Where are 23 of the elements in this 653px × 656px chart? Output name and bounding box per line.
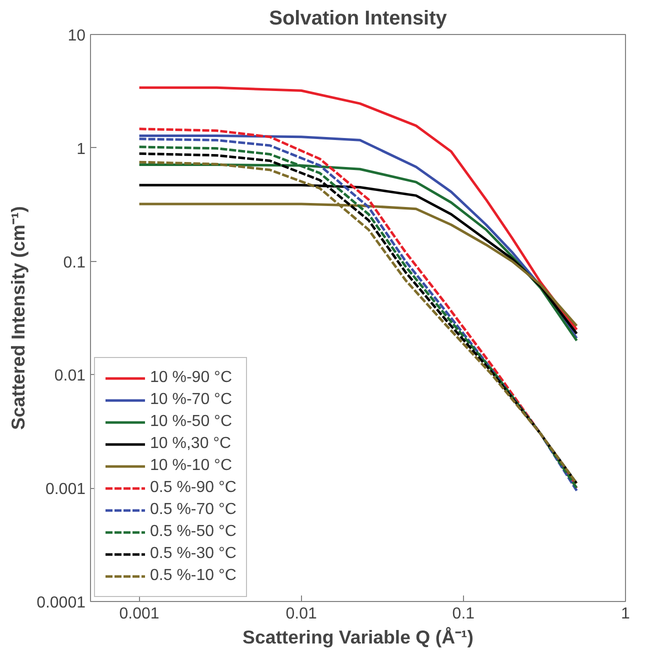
legend-label: 10 %,30 °C <box>150 435 232 453</box>
x-tick-label: 1 <box>621 606 630 622</box>
legend-label: 10 %-10 °C <box>150 457 232 475</box>
x-tick-label: 0.01 <box>286 606 318 622</box>
legend-label: 0.5 %-50 °C <box>150 523 236 541</box>
x-axis-title: Scattering Variable Q (Å⁻¹) <box>242 626 474 648</box>
legend-label: 0.5 %-30 °C <box>150 545 236 563</box>
legend-label: 0.5 %-10 °C <box>150 567 236 585</box>
x-tick-label: 0.001 <box>119 606 160 622</box>
y-tick-label: 0.01 <box>54 368 86 385</box>
legend-label: 0.5 %-70 °C <box>150 501 236 519</box>
y-tick-label: 0.0001 <box>36 594 86 612</box>
legend-label: 0.5 %-90 °C <box>150 479 236 497</box>
y-tick-label: 0.001 <box>45 481 86 498</box>
legend-label: 10 %-50 °C <box>150 413 232 431</box>
y-tick-label: 1 <box>76 140 86 158</box>
y-tick-label: 0.1 <box>63 254 86 272</box>
legend-label: 10 %-70 °C <box>150 391 232 409</box>
y-tick-label: 10 <box>68 28 86 44</box>
x-tick-label: 0.1 <box>452 606 475 622</box>
legend-label: 10 %-90 °C <box>150 369 232 387</box>
y-axis-title: Scattered Intensity (cm⁻¹) <box>8 206 29 430</box>
chart-title: Solvation Intensity <box>269 8 448 30</box>
